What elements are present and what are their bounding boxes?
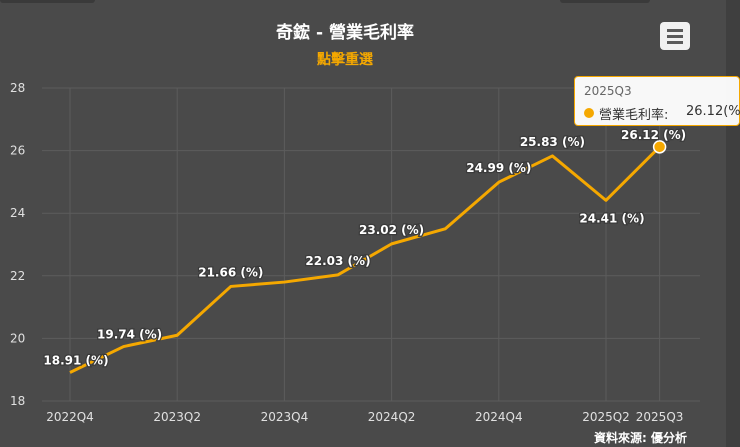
x-tick-label: 2022Q4: [46, 410, 94, 424]
data-label: 24.41 (%): [579, 211, 644, 225]
y-tick-label: 22: [10, 269, 25, 283]
y-tick-label: 20: [10, 331, 25, 345]
hamburger-menu-icon[interactable]: [660, 22, 690, 50]
x-tick-label: 2025Q2: [582, 410, 630, 424]
x-tick-label: 2023Q4: [261, 410, 309, 424]
data-label: 19.74 (%): [97, 328, 162, 342]
y-tick-label: 18: [10, 394, 25, 408]
reselect-link[interactable]: 點擊重選: [317, 52, 373, 68]
x-tick-label: 2025Q3: [636, 410, 684, 424]
data-label: 23.02 (%): [359, 223, 424, 237]
chart-title: 奇鋐 - 營業毛利率: [276, 23, 414, 43]
tooltip-series-name: 營業毛利率:: [599, 108, 669, 123]
x-tick-label: 2023Q2: [153, 410, 201, 424]
data-source: 資料來源: 優分析: [594, 431, 687, 445]
data-label: 26.12 (%): [621, 128, 686, 142]
x-tick-label: 2024Q4: [475, 410, 523, 424]
series-line: [69, 145, 661, 374]
highlighted-data-point: [652, 140, 667, 154]
chart-tooltip: 2025Q3 營業毛利率: 26.12(%): [574, 76, 740, 126]
y-tick-label: 26: [10, 144, 25, 158]
tooltip-value: 26.12(%): [686, 104, 740, 119]
top-strip-right: [560, 0, 650, 3]
top-strip-left: [0, 0, 95, 3]
tooltip-period: 2025Q3: [584, 84, 632, 98]
y-tick-label: 28: [10, 81, 25, 95]
data-label: 18.91 (%): [43, 354, 108, 368]
tooltip-series-dot-icon: [584, 108, 594, 118]
x-tick-label: 2024Q2: [368, 410, 416, 424]
data-label: 21.66 (%): [198, 265, 263, 279]
data-label: 24.99 (%): [466, 161, 531, 175]
y-tick-label: 24: [10, 206, 25, 220]
data-label: 25.83 (%): [520, 135, 585, 149]
data-label: 22.03 (%): [305, 254, 370, 268]
